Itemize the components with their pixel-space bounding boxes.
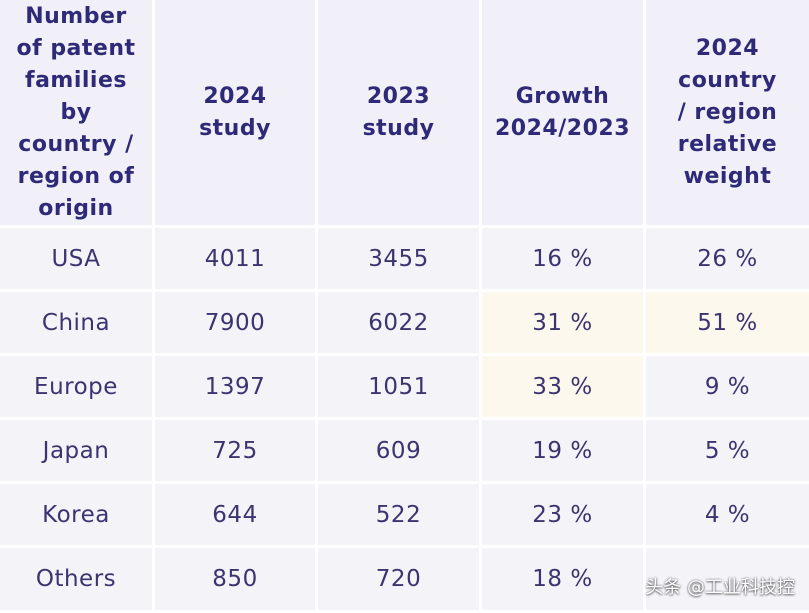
- header-line: relative: [677, 131, 778, 157]
- growth-cell: 16 %: [482, 228, 646, 292]
- header-line: 2024/2023: [495, 115, 630, 141]
- header-line: 2023: [366, 83, 431, 109]
- value-2023-cell: 522: [318, 484, 482, 548]
- header-region-of-origin: Number of patent families by country / r…: [0, 0, 155, 228]
- region-cell: USA: [0, 228, 155, 292]
- weight-cell: 26 %: [646, 228, 809, 292]
- region-cell: Europe: [0, 356, 155, 420]
- value-2023-cell: 6022: [318, 292, 482, 356]
- header-line: origin: [38, 195, 114, 221]
- weight-cell-highlight: 51 %: [646, 292, 809, 356]
- value-2023-cell: 609: [318, 420, 482, 484]
- value-2024-cell: 725: [155, 420, 318, 484]
- region-cell: Others: [0, 548, 155, 613]
- header-line: country: [678, 67, 777, 93]
- header-relative-weight: 2024 country / region relative weight: [646, 0, 809, 228]
- value-2024-cell: 7900: [155, 292, 318, 356]
- header-line: Number: [25, 3, 127, 29]
- header-line: of patent: [16, 35, 136, 61]
- value-2024-cell: 644: [155, 484, 318, 548]
- value-2024-cell: 4011: [155, 228, 318, 292]
- header-line: Growth: [515, 83, 610, 109]
- region-cell: Korea: [0, 484, 155, 548]
- watermark: 头条 @工业科技控: [645, 577, 795, 598]
- header-line: / region: [677, 99, 778, 125]
- header-growth: Growth 2024/2023: [482, 0, 646, 228]
- growth-cell: 23 %: [482, 484, 646, 548]
- growth-cell: 18 %: [482, 548, 646, 613]
- value-2023-cell: 3455: [318, 228, 482, 292]
- value-2023-cell: 720: [318, 548, 482, 613]
- region-cell: China: [0, 292, 155, 356]
- header-2023-study: 2023 study: [318, 0, 482, 228]
- header-line: 2024: [695, 35, 760, 61]
- value-2024-cell: 850: [155, 548, 318, 613]
- weight-cell: 5 %: [646, 420, 809, 484]
- header-line: 2024: [203, 83, 267, 109]
- header-line: families by: [25, 67, 127, 125]
- header-2024-study: 2024 study: [155, 0, 318, 228]
- growth-cell-highlight: 31 %: [482, 292, 646, 356]
- weight-cell: 9 %: [646, 356, 809, 420]
- growth-cell-highlight: 33 %: [482, 356, 646, 420]
- weight-cell: 4 %: [646, 484, 809, 548]
- header-line: weight: [683, 163, 772, 189]
- header-line: region of: [17, 163, 135, 189]
- value-2024-cell: 1397: [155, 356, 318, 420]
- value-2023-cell: 1051: [318, 356, 482, 420]
- weight-cell: [646, 548, 809, 613]
- growth-cell: 19 %: [482, 420, 646, 484]
- header-line: country /: [18, 131, 134, 157]
- header-line: study: [199, 115, 271, 141]
- header-line: study: [362, 115, 435, 141]
- region-cell: Japan: [0, 420, 155, 484]
